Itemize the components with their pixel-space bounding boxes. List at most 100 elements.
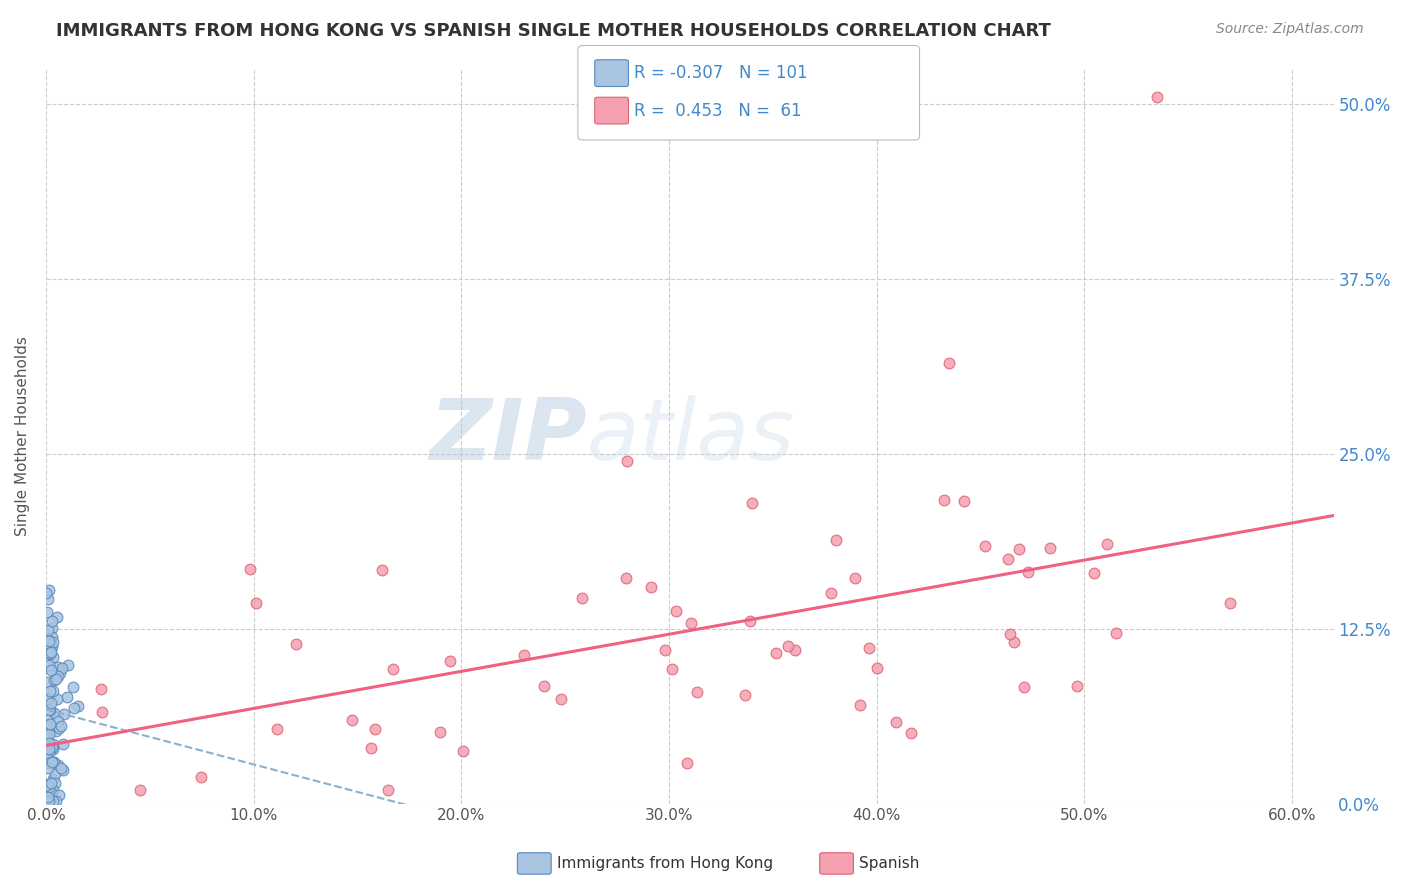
Point	[38, 583, 60, 598]
Point	[686, 685, 709, 699]
Point	[37, 675, 59, 690]
Point	[35, 644, 58, 658]
Point	[39, 642, 62, 657]
Point	[39, 739, 62, 753]
Point	[41, 614, 63, 628]
Point	[38, 756, 60, 770]
Point	[858, 641, 880, 656]
Point	[37, 761, 59, 775]
Point	[44, 776, 66, 790]
Text: ZIP: ZIP	[429, 394, 586, 477]
Point	[42, 650, 65, 665]
Point	[35, 745, 58, 759]
Point	[45, 724, 67, 739]
Point	[1017, 566, 1039, 580]
Point	[37, 639, 59, 653]
Point	[66, 698, 89, 713]
Point	[35, 778, 58, 792]
Point	[41, 755, 63, 769]
Text: Spanish: Spanish	[859, 856, 920, 871]
Point	[45, 610, 67, 624]
Point	[934, 492, 956, 507]
Point	[1066, 679, 1088, 693]
Point	[1007, 542, 1029, 557]
Point	[37, 713, 59, 727]
Point	[35, 740, 58, 755]
Point	[38, 684, 60, 698]
Point	[90, 705, 112, 719]
Point	[38, 727, 60, 741]
Point	[340, 713, 363, 727]
Point	[676, 756, 699, 771]
Point	[778, 639, 800, 653]
Point	[938, 355, 960, 369]
Point	[765, 646, 787, 660]
Point	[37, 721, 59, 735]
Point	[48, 669, 70, 683]
Point	[38, 639, 60, 653]
Point	[39, 664, 62, 678]
Point	[35, 779, 58, 793]
Point	[533, 679, 555, 693]
Point	[48, 721, 70, 735]
Point	[39, 647, 62, 661]
Point	[35, 778, 58, 792]
Point	[37, 658, 59, 673]
Point	[38, 736, 60, 750]
Point	[45, 794, 67, 808]
Point	[190, 770, 212, 784]
Point	[429, 725, 451, 739]
Point	[35, 632, 58, 646]
Point	[1002, 635, 1025, 649]
Point	[38, 634, 60, 648]
Point	[41, 740, 63, 755]
Point	[1095, 536, 1118, 550]
Point	[1012, 680, 1035, 694]
Point	[35, 586, 58, 600]
Point	[38, 742, 60, 756]
Point	[364, 723, 387, 737]
Point	[63, 700, 86, 714]
Point	[866, 660, 889, 674]
Point	[35, 703, 58, 717]
Point	[42, 683, 65, 698]
Point	[1083, 566, 1105, 580]
Point	[661, 662, 683, 676]
Point	[41, 756, 63, 770]
Text: atlas: atlas	[586, 394, 794, 477]
Point	[640, 581, 662, 595]
Point	[39, 783, 62, 797]
Text: R =  0.453   N =  61: R = 0.453 N = 61	[634, 102, 801, 120]
Text: IMMIGRANTS FROM HONG KONG VS SPANISH SINGLE MOTHER HOUSEHOLDS CORRELATION CHART: IMMIGRANTS FROM HONG KONG VS SPANISH SIN…	[56, 22, 1052, 40]
Point	[41, 786, 63, 800]
Point	[998, 626, 1021, 640]
Point	[38, 657, 60, 672]
Point	[44, 767, 66, 781]
Y-axis label: Single Mother Households: Single Mother Households	[15, 336, 30, 536]
Point	[844, 571, 866, 585]
Point	[46, 714, 69, 729]
Point	[38, 744, 60, 758]
Point	[44, 706, 66, 721]
Point	[39, 645, 62, 659]
Point	[37, 752, 59, 766]
Point	[42, 772, 65, 786]
Point	[46, 758, 69, 772]
Point	[616, 453, 638, 467]
Point	[38, 794, 60, 808]
Point	[48, 788, 70, 802]
Point	[39, 716, 62, 731]
Point	[849, 698, 872, 713]
Point	[740, 614, 762, 628]
Point	[785, 642, 807, 657]
Point	[381, 662, 404, 676]
Point	[39, 718, 62, 732]
Point	[49, 666, 72, 681]
Text: R = -0.307   N = 101: R = -0.307 N = 101	[634, 64, 807, 82]
Point	[266, 722, 288, 736]
Point	[41, 742, 63, 756]
Point	[58, 658, 80, 673]
Point	[38, 646, 60, 660]
Point	[45, 672, 67, 686]
Point	[48, 660, 70, 674]
